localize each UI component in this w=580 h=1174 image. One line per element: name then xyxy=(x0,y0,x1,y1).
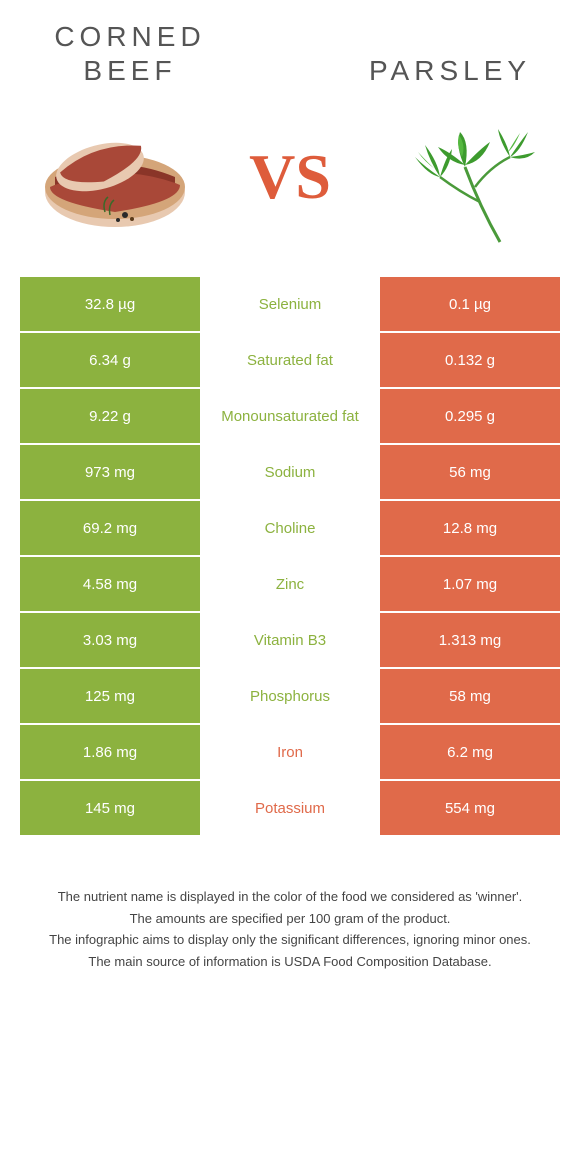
nutrient-table: 32.8 µgSelenium0.1 µg6.34 gSaturated fat… xyxy=(20,277,560,837)
footer-line: The nutrient name is displayed in the co… xyxy=(30,887,550,907)
nutrient-name-cell: Zinc xyxy=(200,557,380,613)
right-value-cell: 0.295 g xyxy=(380,389,560,445)
left-value-cell: 4.58 mg xyxy=(20,557,200,613)
nutrient-name-cell: Monounsaturated fat xyxy=(200,389,380,445)
left-value-cell: 6.34 g xyxy=(20,333,200,389)
left-value-cell: 1.86 mg xyxy=(20,725,200,781)
right-value-cell: 0.132 g xyxy=(380,333,560,389)
left-value-cell: 973 mg xyxy=(20,445,200,501)
nutrient-name-cell: Iron xyxy=(200,725,380,781)
left-value-cell: 32.8 µg xyxy=(20,277,200,333)
parsley-image xyxy=(380,107,550,247)
table-row: 145 mgPotassium554 mg xyxy=(20,781,560,837)
table-row: 32.8 µgSelenium0.1 µg xyxy=(20,277,560,333)
footer-line: The amounts are specified per 100 gram o… xyxy=(30,909,550,929)
right-value-cell: 58 mg xyxy=(380,669,560,725)
table-row: 3.03 mgVitamin B31.313 mg xyxy=(20,613,560,669)
table-row: 1.86 mgIron6.2 mg xyxy=(20,725,560,781)
footer-line: The infographic aims to display only the… xyxy=(30,930,550,950)
right-value-cell: 12.8 mg xyxy=(380,501,560,557)
right-value-cell: 1.313 mg xyxy=(380,613,560,669)
footer-line: The main source of information is USDA F… xyxy=(30,952,550,972)
vs-label: VS xyxy=(249,140,331,214)
right-value-cell: 554 mg xyxy=(380,781,560,837)
table-row: 125 mgPhosphorus58 mg xyxy=(20,669,560,725)
nutrient-name-cell: Phosphorus xyxy=(200,669,380,725)
left-value-cell: 69.2 mg xyxy=(20,501,200,557)
nutrient-name-cell: Selenium xyxy=(200,277,380,333)
footer-notes: The nutrient name is displayed in the co… xyxy=(30,887,550,971)
table-row: 69.2 mgCholine12.8 mg xyxy=(20,501,560,557)
table-row: 6.34 gSaturated fat0.132 g xyxy=(20,333,560,389)
infographic-container: Corned Beef Parsley VS xyxy=(0,0,580,971)
nutrient-name-cell: Choline xyxy=(200,501,380,557)
header: Corned Beef Parsley xyxy=(0,0,580,87)
left-value-cell: 9.22 g xyxy=(20,389,200,445)
left-food-title: Corned Beef xyxy=(30,20,230,87)
left-value-cell: 3.03 mg xyxy=(20,613,200,669)
left-value-cell: 145 mg xyxy=(20,781,200,837)
table-row: 4.58 mgZinc1.07 mg xyxy=(20,557,560,613)
corned-beef-image xyxy=(30,107,200,247)
table-row: 973 mgSodium56 mg xyxy=(20,445,560,501)
nutrient-name-cell: Vitamin B3 xyxy=(200,613,380,669)
right-value-cell: 0.1 µg xyxy=(380,277,560,333)
table-row: 9.22 gMonounsaturated fat0.295 g xyxy=(20,389,560,445)
images-row: VS xyxy=(0,87,580,277)
right-value-cell: 1.07 mg xyxy=(380,557,560,613)
nutrient-name-cell: Saturated fat xyxy=(200,333,380,389)
nutrient-name-cell: Sodium xyxy=(200,445,380,501)
right-value-cell: 6.2 mg xyxy=(380,725,560,781)
right-value-cell: 56 mg xyxy=(380,445,560,501)
left-value-cell: 125 mg xyxy=(20,669,200,725)
nutrient-name-cell: Potassium xyxy=(200,781,380,837)
right-food-title: Parsley xyxy=(350,20,550,87)
